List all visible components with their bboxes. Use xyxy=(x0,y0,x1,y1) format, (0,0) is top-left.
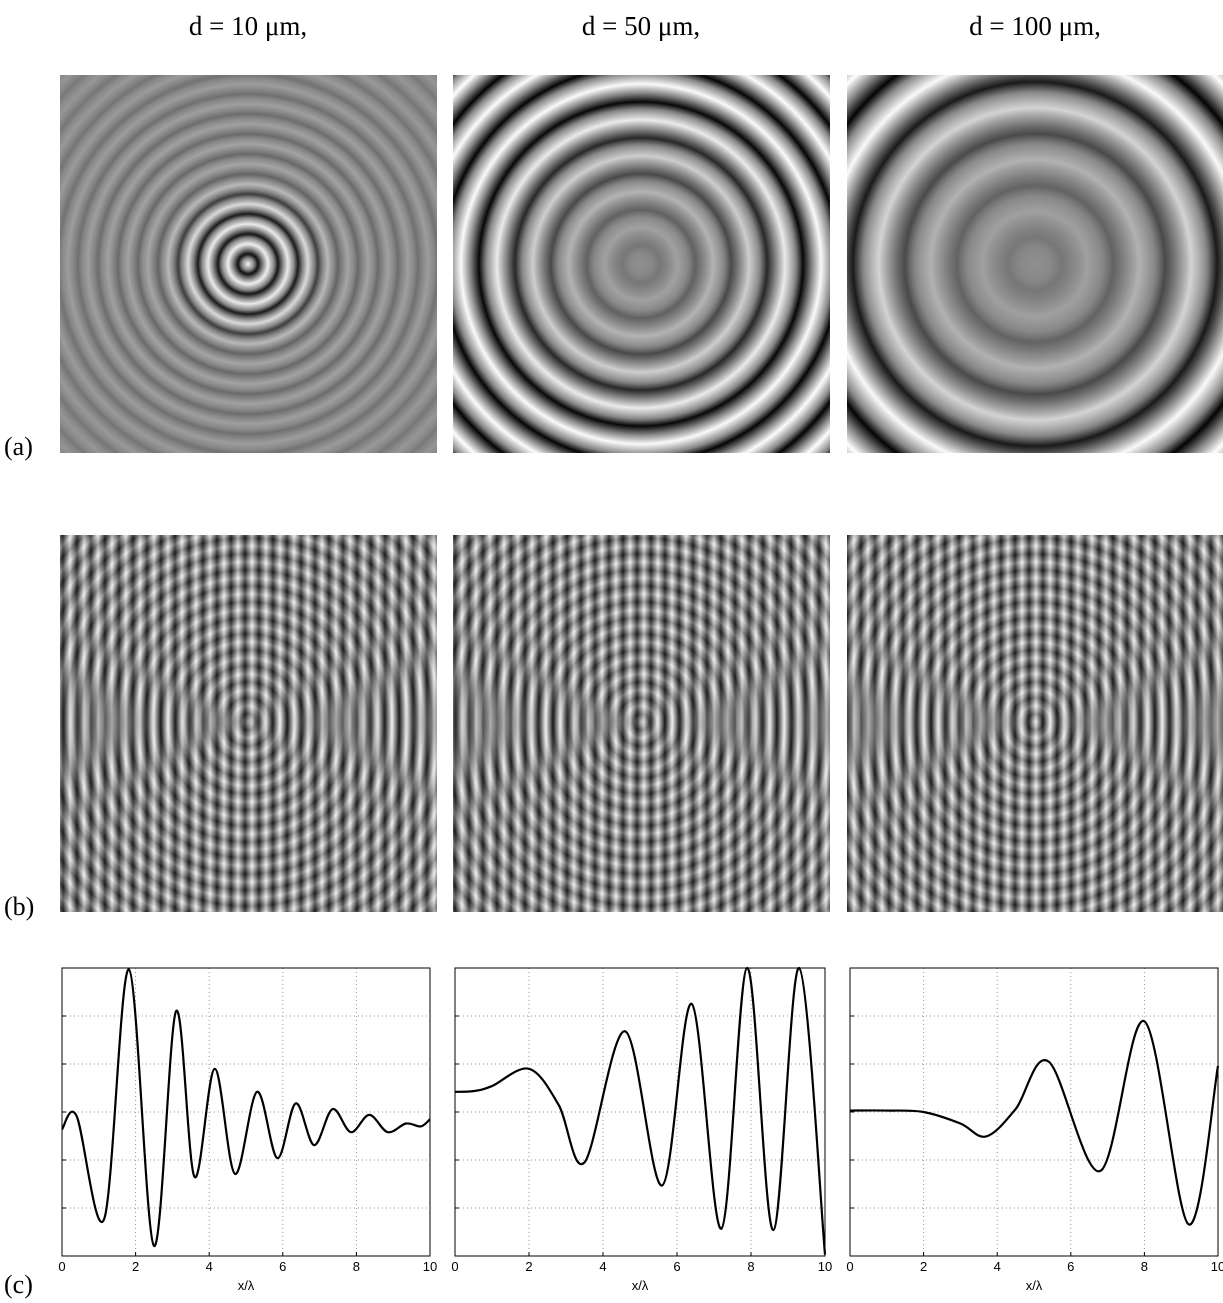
pattern-b3 xyxy=(847,535,1223,912)
x-tick-label: 8 xyxy=(1141,1259,1148,1274)
x-tick-label: 6 xyxy=(673,1259,680,1274)
x-tick-label: 0 xyxy=(451,1259,458,1274)
x-tick-label: 4 xyxy=(206,1259,213,1274)
panel-label: (a) xyxy=(4,432,33,461)
pattern-b2 xyxy=(453,535,830,912)
x-tick-label: 10 xyxy=(1211,1259,1223,1274)
x-tick-label: 0 xyxy=(846,1259,853,1274)
x-tick-label: 6 xyxy=(1067,1259,1074,1274)
x-tick-label: 8 xyxy=(747,1259,754,1274)
x-axis-label: x/λ xyxy=(1026,1278,1043,1293)
pattern-b1 xyxy=(60,535,437,912)
pattern-a2 xyxy=(453,75,830,453)
pattern-a1 xyxy=(60,75,437,453)
x-tick-label: 6 xyxy=(279,1259,286,1274)
x-tick-label: 8 xyxy=(353,1259,360,1274)
x-tick-label: 4 xyxy=(599,1259,606,1274)
x-tick-label: 10 xyxy=(423,1259,437,1274)
x-tick-label: 2 xyxy=(132,1259,139,1274)
x-tick-label: 2 xyxy=(525,1259,532,1274)
x-tick-label: 2 xyxy=(920,1259,927,1274)
x-tick-label: 10 xyxy=(818,1259,832,1274)
figure: (a) (b) (c) d = 10 μm, 0 2 4 6 8 10 x/λ d = 50 μ… xyxy=(0,0,1223,1303)
column-title: d = 50 μm, xyxy=(582,11,700,41)
pattern-a3 xyxy=(847,75,1223,453)
x-tick-label: 4 xyxy=(994,1259,1001,1274)
x-tick-label: 0 xyxy=(58,1259,65,1274)
panel-label: (c) xyxy=(4,1270,33,1299)
column-title: d = 10 μm, xyxy=(189,11,307,41)
x-axis-label: x/λ xyxy=(238,1278,255,1293)
x-axis-label: x/λ xyxy=(632,1278,649,1293)
column-title: d = 100 μm, xyxy=(969,11,1101,41)
panel-label: (b) xyxy=(4,892,34,921)
